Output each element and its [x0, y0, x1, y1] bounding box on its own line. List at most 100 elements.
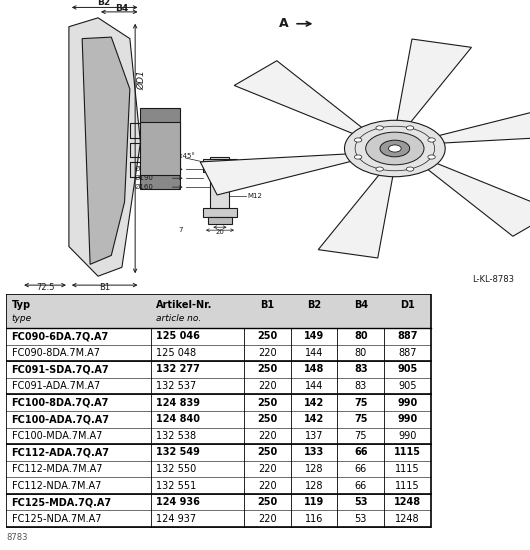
Text: FC091-ADA.7M.A7: FC091-ADA.7M.A7 — [12, 381, 100, 391]
Text: B4: B4 — [116, 4, 129, 13]
Text: 905: 905 — [397, 365, 418, 375]
Polygon shape — [435, 102, 530, 143]
Polygon shape — [200, 154, 355, 195]
Text: 125 046: 125 046 — [156, 331, 200, 342]
Text: Ø190: Ø190 — [135, 175, 154, 181]
Circle shape — [366, 132, 424, 165]
Text: 1115: 1115 — [395, 481, 420, 491]
Text: 144: 144 — [305, 381, 323, 391]
Text: 116: 116 — [305, 514, 323, 524]
Text: 149: 149 — [304, 331, 324, 342]
Text: A: A — [279, 17, 289, 30]
Text: 220: 220 — [258, 481, 277, 491]
Text: 1248: 1248 — [395, 514, 420, 524]
Text: 148: 148 — [304, 365, 324, 375]
Text: 144: 144 — [305, 348, 323, 358]
FancyBboxPatch shape — [6, 294, 430, 328]
Text: 1115: 1115 — [395, 464, 420, 474]
Text: 53: 53 — [355, 514, 367, 524]
Text: 132 277: 132 277 — [156, 365, 200, 375]
Text: 142: 142 — [304, 398, 324, 408]
Polygon shape — [425, 162, 530, 236]
Text: 53: 53 — [354, 497, 367, 507]
Circle shape — [380, 140, 410, 157]
Bar — [203, 159, 237, 172]
Text: Ø228: Ø228 — [135, 166, 154, 172]
Bar — [140, 122, 180, 175]
Text: D1: D1 — [400, 300, 414, 310]
Text: FC112-ADA.7Q.A7: FC112-ADA.7Q.A7 — [12, 447, 110, 458]
Text: FC112-MDA.7M.A7: FC112-MDA.7M.A7 — [12, 464, 102, 474]
Text: 142: 142 — [304, 414, 324, 424]
Bar — [210, 157, 229, 217]
Text: ØD1: ØD1 — [138, 70, 146, 90]
Text: 220: 220 — [258, 348, 277, 358]
Circle shape — [376, 126, 383, 130]
Text: B1: B1 — [261, 300, 275, 310]
Text: 220: 220 — [258, 514, 277, 524]
Text: 250: 250 — [258, 331, 278, 342]
Text: L-KL-8783: L-KL-8783 — [472, 274, 514, 284]
Text: 1248: 1248 — [394, 497, 421, 507]
Text: 80: 80 — [355, 348, 367, 358]
Text: 133: 133 — [304, 447, 324, 458]
Text: 887: 887 — [397, 331, 418, 342]
Text: 125 048: 125 048 — [156, 348, 197, 358]
Polygon shape — [82, 37, 130, 265]
Circle shape — [388, 145, 401, 152]
Text: 66: 66 — [354, 447, 367, 458]
Polygon shape — [318, 173, 393, 258]
Text: FC125-NDA.7M.A7: FC125-NDA.7M.A7 — [12, 514, 101, 524]
Bar — [208, 217, 232, 224]
Text: 72.5: 72.5 — [36, 283, 54, 292]
Text: Ø160: Ø160 — [135, 184, 154, 190]
Polygon shape — [234, 60, 365, 135]
Text: 990: 990 — [398, 431, 417, 441]
Text: B2: B2 — [307, 300, 321, 310]
Text: FC090-8DA.7M.A7: FC090-8DA.7M.A7 — [12, 348, 100, 358]
Text: FC100-8DA.7Q.A7: FC100-8DA.7Q.A7 — [12, 398, 109, 408]
Text: B2: B2 — [97, 0, 110, 8]
Text: type: type — [12, 314, 32, 323]
Text: B1: B1 — [99, 283, 110, 292]
Text: 220: 220 — [258, 464, 277, 474]
Text: 20: 20 — [216, 229, 224, 235]
Bar — [203, 208, 237, 217]
Text: B4: B4 — [354, 300, 368, 310]
Circle shape — [428, 155, 435, 159]
Text: 128: 128 — [305, 481, 323, 491]
Text: 132 550: 132 550 — [156, 464, 197, 474]
Text: 1115: 1115 — [394, 447, 421, 458]
Circle shape — [407, 126, 414, 130]
Polygon shape — [140, 108, 180, 189]
Text: 990: 990 — [397, 414, 418, 424]
Text: FC091-SDA.7Q.A7: FC091-SDA.7Q.A7 — [12, 365, 109, 375]
Text: 8x45°: 8x45° — [175, 153, 196, 159]
Text: FC100-MDA.7M.A7: FC100-MDA.7M.A7 — [12, 431, 102, 441]
Text: 887: 887 — [398, 348, 417, 358]
Text: 80: 80 — [354, 331, 367, 342]
Text: 75: 75 — [354, 398, 367, 408]
Text: 132 549: 132 549 — [156, 447, 200, 458]
Text: 250: 250 — [258, 398, 278, 408]
Text: FC125-MDA.7Q.A7: FC125-MDA.7Q.A7 — [12, 497, 112, 507]
Text: 250: 250 — [258, 497, 278, 507]
Text: 132 551: 132 551 — [156, 481, 197, 491]
Text: FC090-6DA.7Q.A7: FC090-6DA.7Q.A7 — [12, 331, 109, 342]
Text: 66: 66 — [355, 481, 367, 491]
Text: 128: 128 — [305, 464, 323, 474]
Text: 220: 220 — [258, 381, 277, 391]
Text: 124 937: 124 937 — [156, 514, 197, 524]
Text: 83: 83 — [355, 381, 367, 391]
Text: 124 936: 124 936 — [156, 497, 200, 507]
Text: 75: 75 — [354, 414, 367, 424]
Text: M12: M12 — [248, 193, 262, 199]
Text: Typ: Typ — [12, 300, 31, 310]
Text: 83: 83 — [354, 365, 367, 375]
Circle shape — [376, 167, 383, 171]
Circle shape — [355, 155, 362, 159]
Text: 8783: 8783 — [6, 533, 28, 542]
Circle shape — [355, 138, 362, 142]
Text: 132 538: 132 538 — [156, 431, 197, 441]
Text: 905: 905 — [398, 381, 417, 391]
